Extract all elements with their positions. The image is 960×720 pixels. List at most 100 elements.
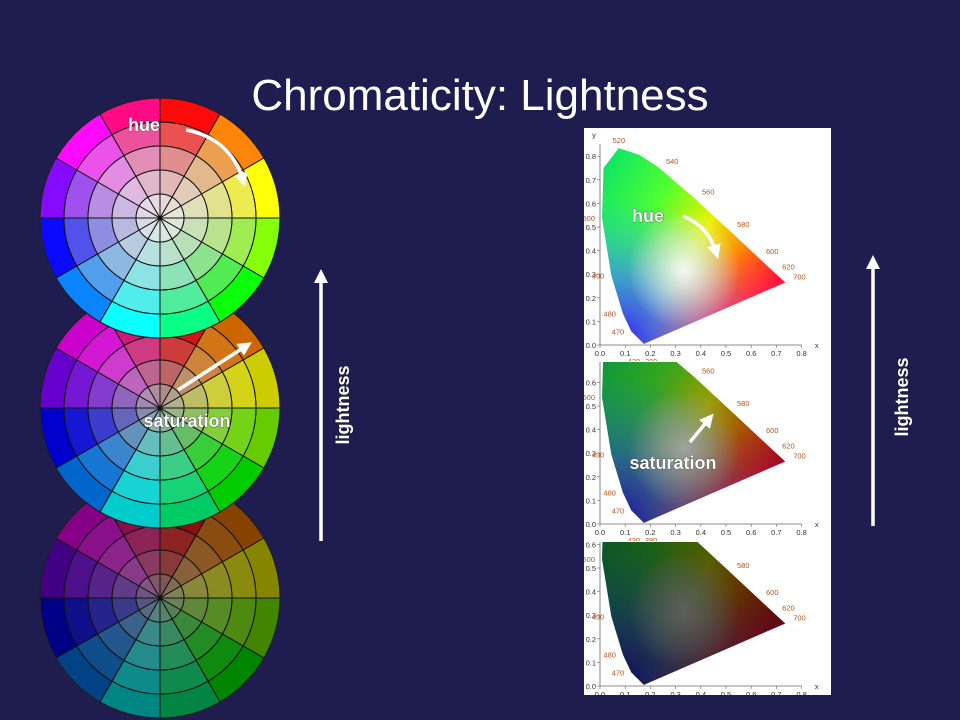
wavelength-label: 540: [666, 157, 679, 166]
x-axis-label: x: [815, 520, 819, 529]
wavelength-label: 430: [628, 357, 641, 366]
wavelength-label: 470: [612, 506, 625, 515]
x-tick-label: 0.0: [595, 528, 605, 537]
y-tick-label: 0.6: [586, 199, 596, 208]
y-tick-label: 0.5: [586, 564, 596, 573]
x-tick-label: 0.0: [595, 349, 605, 358]
wavelength-label: 430: [628, 536, 641, 545]
x-tick-label: 0.7: [771, 349, 781, 358]
wavelength-label: 500: [583, 393, 596, 402]
x-tick-label: 0.5: [721, 690, 731, 699]
x-tick-label: 0.5: [721, 349, 731, 358]
hue-label: hue: [632, 206, 664, 226]
saturation-label: saturation: [629, 453, 716, 473]
wavelength-label: 480: [603, 310, 616, 319]
y-tick-label: 0.1: [586, 496, 596, 505]
wavelength-label: 500: [583, 214, 596, 223]
x-tick-label: 0.4: [696, 690, 706, 699]
wavelength-label: 490: [592, 612, 605, 621]
x-tick-label: 0.8: [796, 528, 806, 537]
saturation-label: saturation: [143, 411, 230, 431]
color-wheels: [39, 97, 281, 719]
y-tick-label: 0.2: [586, 473, 596, 482]
wavelength-label: 480: [603, 651, 616, 660]
x-tick-label: 0.7: [771, 528, 781, 537]
wavelength-label: 560: [702, 367, 715, 376]
x-tick-label: 0.3: [670, 690, 680, 699]
y-tick-label: 0.0: [586, 682, 596, 691]
wavelength-label: 490: [592, 450, 605, 459]
x-tick-label: 0.5: [721, 528, 731, 537]
y-tick-label: 0.2: [586, 294, 596, 303]
y-tick-label: 0.3: [586, 611, 596, 620]
y-tick-label: 0.3: [586, 449, 596, 458]
saturation-arrow: [688, 413, 714, 444]
x-tick-label: 0.8: [796, 690, 806, 699]
x-tick-label: 0.4: [696, 349, 706, 358]
color-wheel: [39, 477, 281, 719]
x-tick-label: 0.6: [746, 690, 756, 699]
y-tick-label: 0.2: [586, 635, 596, 644]
wavelength-label: 470: [612, 327, 625, 336]
annotations: hue saturation lightness hue saturation light…: [128, 115, 912, 541]
wavelength-label: 470: [612, 668, 625, 677]
wheel-segment: [147, 193, 161, 219]
wavelength-label: 580: [737, 561, 750, 570]
wavelength-label: 560: [702, 188, 715, 197]
hue-arrow: [185, 128, 248, 187]
y-tick-label: 0.5: [586, 223, 596, 232]
x-axis-label: x: [815, 341, 819, 350]
y-tick-label: 0.7: [586, 176, 596, 185]
wavelength-label: 620: [782, 603, 795, 612]
x-tick-label: 0.2: [645, 349, 655, 358]
lightness-label: lightness: [333, 365, 353, 444]
y-tick-label: 0.8: [586, 152, 596, 161]
wavelength-label: 700: [793, 613, 806, 622]
y-tick-label: 0.0: [586, 341, 596, 350]
saturation-arrow: [177, 342, 252, 392]
wavelength-label: 700: [793, 272, 806, 281]
hue-arrow: [682, 214, 721, 259]
wavelength-label: 700: [793, 451, 806, 460]
x-tick-label: 0.3: [670, 349, 680, 358]
y-tick-label: 0.1: [586, 317, 596, 326]
lightness-label: lightness: [892, 357, 912, 436]
wavelength-label: 600: [766, 588, 779, 597]
x-tick-label: 0.1: [620, 690, 630, 699]
y-tick-label: 0.4: [586, 426, 596, 435]
wavelength-label: 520: [613, 136, 626, 145]
wavelength-label: 620: [782, 262, 795, 271]
y-tick-label: 0.7: [586, 355, 596, 364]
y-axis-label: y: [592, 130, 596, 139]
x-axis-label: x: [815, 682, 819, 691]
slide-title: Chromaticity: Lightness: [251, 71, 708, 120]
x-tick-label: 0.0: [595, 690, 605, 699]
x-tick-label: 0.4: [696, 528, 706, 537]
x-tick-label: 0.2: [645, 690, 655, 699]
wavelength-label: 380: [645, 536, 658, 545]
y-tick-label: 0.6: [586, 378, 596, 387]
x-tick-label: 0.2: [645, 528, 655, 537]
x-tick-label: 0.7: [771, 690, 781, 699]
x-tick-label: 0.1: [620, 349, 630, 358]
wavelength-label: 490: [592, 271, 605, 280]
wheel-outline: [39, 97, 281, 339]
x-tick-label: 0.8: [796, 349, 806, 358]
x-tick-label: 0.6: [746, 528, 756, 537]
wavelength-label: 600: [766, 426, 779, 435]
wheel-segment: [147, 573, 161, 599]
hue-label: hue: [128, 115, 160, 135]
y-tick-label: 0.0: [586, 520, 596, 529]
y-tick-label: 0.6: [586, 540, 596, 549]
wavelength-label: 580: [737, 399, 750, 408]
wavelength-label: 600: [766, 247, 779, 256]
y-tick-label: 0.4: [586, 247, 596, 256]
x-tick-label: 0.1: [620, 528, 630, 537]
y-tick-label: 0.4: [586, 588, 596, 597]
wavelength-label: 580: [737, 220, 750, 229]
wavelength-label: 500: [583, 555, 596, 564]
x-tick-label: 0.3: [670, 528, 680, 537]
wavelength-label: 480: [603, 489, 616, 498]
y-tick-label: 0.3: [586, 270, 596, 279]
